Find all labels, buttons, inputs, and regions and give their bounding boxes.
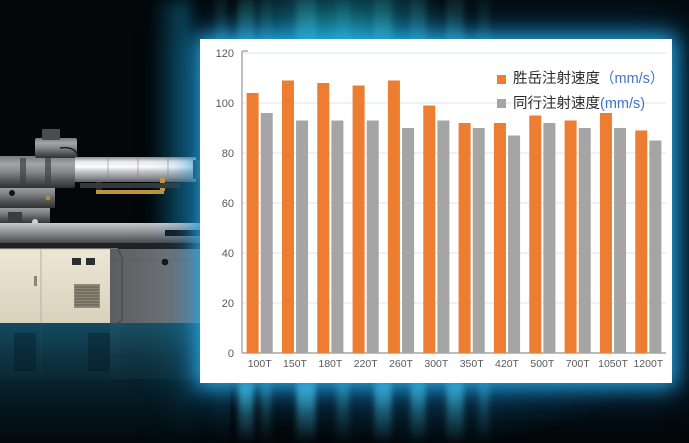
svg-text:150T: 150T: [283, 358, 308, 370]
svg-text:0: 0: [228, 348, 234, 360]
svg-text:300T: 300T: [424, 358, 449, 370]
svg-text:180T: 180T: [318, 358, 343, 370]
svg-text:500T: 500T: [530, 358, 555, 370]
svg-text:1200T: 1200T: [633, 358, 663, 370]
svg-text:1050T: 1050T: [598, 358, 628, 370]
svg-text:420T: 420T: [495, 358, 520, 370]
svg-text:260T: 260T: [389, 358, 414, 370]
svg-text:700T: 700T: [566, 358, 591, 370]
svg-text:20: 20: [222, 298, 234, 310]
svg-text:100: 100: [216, 98, 234, 110]
svg-text:220T: 220T: [354, 358, 379, 370]
svg-text:80: 80: [222, 148, 234, 160]
svg-text:350T: 350T: [460, 358, 485, 370]
svg-text:40: 40: [222, 248, 234, 260]
svg-text:60: 60: [222, 198, 234, 210]
svg-text:120: 120: [216, 48, 234, 60]
svg-text:100T: 100T: [248, 358, 273, 370]
